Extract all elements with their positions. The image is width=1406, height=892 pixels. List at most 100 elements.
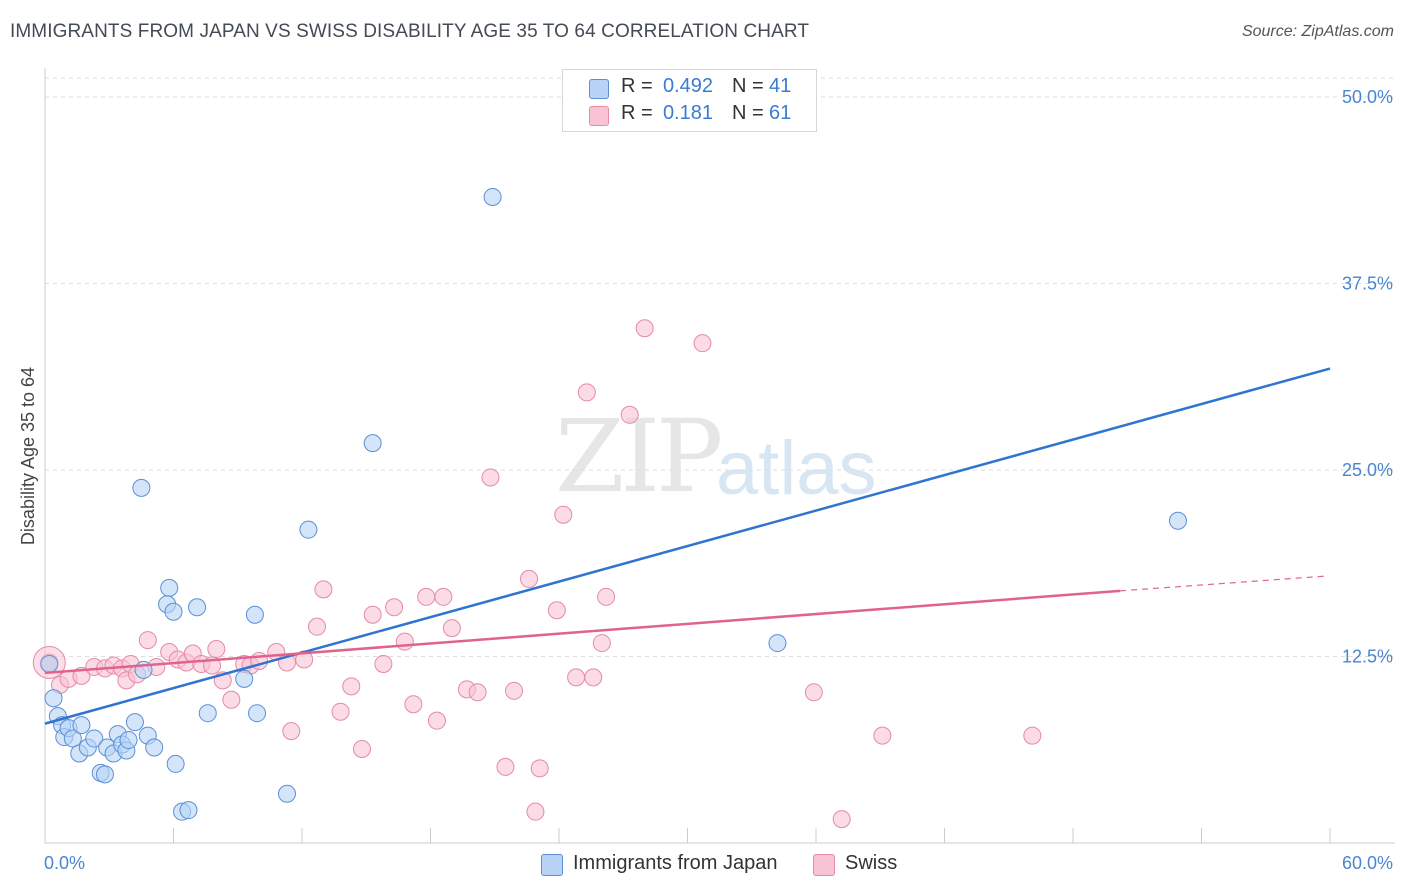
japan-point — [164, 602, 183, 621]
swiss-point — [1023, 726, 1042, 745]
legend-row-swiss: R = 0.181 N = 61 — [563, 100, 816, 127]
swiss-point — [526, 802, 545, 821]
y-tick-label: 25.0% — [1342, 460, 1393, 480]
legend-r-label: R = — [621, 102, 653, 124]
swiss-point — [314, 580, 333, 599]
swiss-point — [417, 587, 436, 606]
japan-point — [363, 434, 382, 453]
japan-point — [179, 801, 198, 820]
japan-point — [40, 654, 59, 673]
chart-source: Source: ZipAtlas.com — [1241, 23, 1394, 40]
legend-label-japan: Immigrants from Japan — [573, 852, 778, 874]
japan-point — [145, 738, 164, 757]
y-tick-label: 12.5% — [1342, 647, 1393, 667]
tick-labels: 12.5% 25.0% 37.5% 50.0% 0.0% 60.0% — [44, 87, 1393, 873]
swiss-point — [282, 722, 301, 741]
swiss-point — [567, 668, 586, 687]
japan-point — [299, 520, 318, 539]
swiss-points — [32, 319, 1042, 829]
swiss-point — [395, 632, 414, 651]
legend-swatch-swiss — [813, 854, 835, 876]
japan-point — [198, 704, 217, 723]
legend-swatch-japan — [541, 854, 563, 876]
swiss-point — [427, 711, 446, 730]
grid-lines — [45, 77, 1395, 657]
swiss-point — [363, 605, 382, 624]
japan-point — [119, 731, 138, 750]
japan-point — [85, 729, 104, 748]
japan-point — [188, 598, 207, 617]
japan-point — [768, 634, 787, 653]
swiss-point — [207, 640, 226, 659]
swiss-point — [374, 654, 393, 673]
japan-point — [235, 669, 254, 688]
swiss-point — [592, 634, 611, 653]
japan-point — [63, 729, 82, 748]
japan-point — [166, 754, 185, 773]
correlation-legend: R = 0.492 N = 41 R = 0.181 N = 61 — [562, 69, 817, 132]
japan-point — [44, 689, 63, 708]
swiss-point — [138, 631, 157, 650]
japan-point — [160, 578, 179, 597]
japan-point — [1168, 511, 1187, 530]
watermark-zip: ZIP — [555, 398, 723, 515]
swiss-point — [620, 405, 639, 424]
swiss-point — [873, 726, 892, 745]
swiss-point — [693, 334, 712, 353]
swiss-point — [635, 319, 654, 338]
swiss-point — [584, 668, 603, 687]
swiss-point — [481, 468, 500, 487]
japan-point — [125, 713, 144, 732]
y-axis-label: Disability Age 35 to 64 — [18, 367, 38, 545]
legend-n-value: 41 — [769, 75, 792, 97]
swiss-point — [385, 598, 404, 617]
swiss-point — [307, 617, 326, 636]
swiss-point — [554, 505, 573, 524]
swiss-point — [331, 702, 350, 721]
swiss-point — [530, 759, 549, 778]
legend-n-label: N = — [732, 102, 764, 124]
legend-r-value: 0.492 — [662, 75, 713, 97]
swiss-point — [804, 683, 823, 702]
swiss-trend-line — [44, 589, 1121, 675]
series-legend: Immigrants from Japan Swiss — [0, 851, 1406, 877]
japan-point — [248, 704, 267, 723]
swiss-point — [520, 569, 539, 588]
chart-title: IMMIGRANTS FROM JAPAN VS SWISS DISABILIT… — [10, 21, 810, 42]
legend-r-value: 0.181 — [662, 102, 713, 124]
swiss-point — [434, 587, 453, 606]
x-tick-label: 60.0% — [1342, 853, 1393, 873]
swiss-point — [597, 587, 616, 606]
japan-point — [278, 784, 297, 803]
legend-r-label: R = — [621, 75, 653, 97]
swiss-point — [577, 383, 596, 402]
japan-trend-line — [44, 367, 1331, 725]
legend-n-label: N = — [732, 75, 764, 97]
japan-point — [245, 605, 264, 624]
swiss-point — [468, 683, 487, 702]
swiss-point — [404, 695, 423, 714]
swiss-point — [832, 810, 851, 829]
legend-n-value: 61 — [769, 102, 792, 124]
x-tick-label: 0.0% — [44, 853, 85, 873]
watermark-atlas: atlas — [716, 426, 877, 511]
swiss-trend-extension — [1120, 575, 1328, 592]
japan-point — [132, 478, 151, 497]
y-tick-label: 50.0% — [1342, 87, 1393, 107]
trend-lines — [44, 367, 1331, 725]
legend-swatch-swiss — [589, 106, 609, 126]
japan-point — [72, 716, 91, 735]
swiss-point — [222, 690, 241, 709]
legend-row-japan: R = 0.492 N = 41 — [563, 73, 816, 100]
swiss-point — [547, 601, 566, 620]
japan-point — [483, 187, 502, 206]
swiss-point — [496, 757, 515, 776]
y-tick-label: 37.5% — [1342, 274, 1393, 294]
swiss-point — [505, 681, 524, 700]
swiss-point — [342, 677, 361, 696]
axes — [44, 68, 1395, 844]
swiss-point — [352, 740, 371, 759]
swiss-point — [442, 619, 461, 638]
japan-point — [95, 765, 114, 784]
